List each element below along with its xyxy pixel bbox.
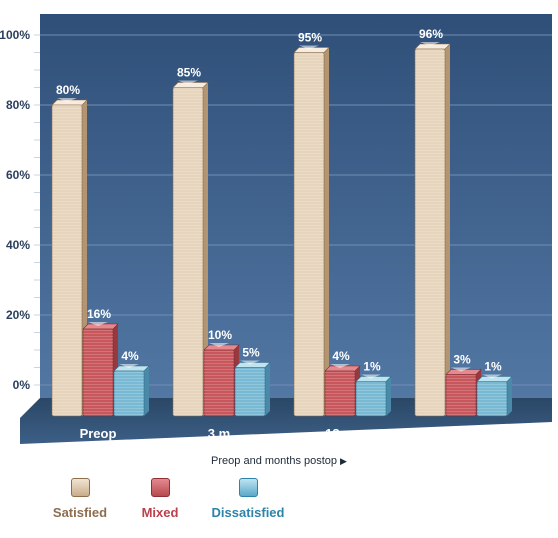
bar-dissatisfied-3m: 5% <box>234 346 271 417</box>
legend-label-satisfied: Satisfied <box>52 505 108 520</box>
data-label-pointer <box>240 360 260 365</box>
bar-dissatisfied-12m: 1% <box>355 360 392 417</box>
bar-satisfied-24m: 96% <box>414 27 451 417</box>
x-tick-label: 3 m <box>208 426 230 441</box>
bar-satisfied-12m: 95% <box>293 31 330 417</box>
bar-dissatisfied-24m: 1% <box>476 360 513 417</box>
data-label: 96% <box>419 27 443 41</box>
bar-dissatisfied-preop: 4% <box>113 349 150 417</box>
y-tick-label: 80% <box>6 98 30 112</box>
legend-swatch-mixed <box>150 478 170 497</box>
bar-mixed-preop: 16% <box>82 307 119 417</box>
data-label: 85% <box>177 66 201 80</box>
triangle-right-icon: ▶ <box>340 456 347 466</box>
y-axis-ticks: 0% 20% 40% 60% 80% 100% <box>0 28 30 392</box>
x-axis-ticks: Preop 3 m 12 m 24 m <box>80 426 476 441</box>
data-label-pointer <box>209 343 229 347</box>
data-label: 4% <box>332 349 350 363</box>
data-label: 1% <box>484 360 502 374</box>
data-label-pointer <box>178 80 198 85</box>
legend: Satisfied Mixed Dissatisfied <box>40 478 300 524</box>
data-label-pointer <box>420 42 440 46</box>
y-tick-label: 60% <box>6 168 30 182</box>
data-label: 3% <box>453 353 471 367</box>
y-tick-label: 0% <box>13 378 31 392</box>
legend-item-satisfied: Satisfied <box>40 478 120 520</box>
x-tick-label: Preop <box>80 426 117 441</box>
x-axis-title-text: Preop and months postop <box>211 455 338 467</box>
bar-satisfied-3m: 85% <box>172 66 209 417</box>
legend-swatch-dissatisfied <box>238 478 258 497</box>
data-label: 10% <box>208 328 232 342</box>
bar-satisfied-preop: 80% <box>51 83 88 417</box>
data-label: 95% <box>298 31 322 45</box>
data-label-pointer <box>57 98 77 102</box>
legend-swatch-satisfied <box>70 478 90 497</box>
data-label: 4% <box>121 349 139 363</box>
x-tick-label: 12 m <box>325 426 355 441</box>
y-tick-label: 20% <box>6 308 30 322</box>
data-label: 1% <box>363 360 381 374</box>
x-tick-label: 24 m <box>446 426 476 441</box>
bar-mixed-24m: 3% <box>445 353 482 417</box>
data-label-pointer <box>299 45 319 50</box>
data-label-pointer <box>330 364 350 368</box>
data-label: 16% <box>87 307 111 321</box>
data-label: 5% <box>242 346 260 360</box>
y-tick-label: 100% <box>0 28 30 42</box>
data-label-pointer <box>482 374 502 379</box>
legend-label-dissatisfied: Dissatisfied <box>211 505 285 520</box>
x-axis-title: Preop and months postop ▶ <box>0 455 558 467</box>
legend-label-mixed: Mixed <box>141 505 179 520</box>
data-label-pointer <box>451 367 471 372</box>
data-label: 80% <box>56 83 80 97</box>
legend-item-dissatisfied: Dissatisfied <box>208 478 288 520</box>
data-label-pointer <box>361 374 381 379</box>
bars: 80% 16% 4% 85% 10% 5% 95% 4% 1% 96% 3% 1% <box>51 27 513 417</box>
data-label-pointer <box>88 322 108 326</box>
data-label-pointer <box>119 364 139 368</box>
y-tick-label: 40% <box>6 238 30 252</box>
legend-item-mixed: Mixed <box>120 478 200 520</box>
